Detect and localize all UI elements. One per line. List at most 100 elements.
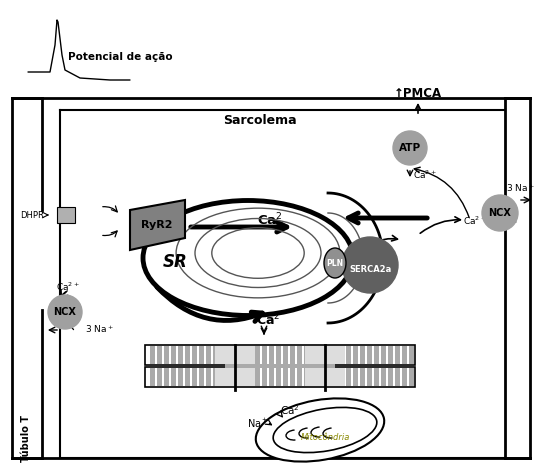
Bar xyxy=(276,368,281,386)
Bar xyxy=(332,346,337,364)
Bar xyxy=(178,368,183,386)
Bar xyxy=(150,368,155,386)
Bar xyxy=(225,364,335,368)
Bar xyxy=(241,346,246,364)
Text: DHPR: DHPR xyxy=(20,210,44,219)
Bar xyxy=(395,346,400,364)
Bar xyxy=(360,346,365,364)
Bar xyxy=(234,368,239,386)
Bar xyxy=(213,368,218,386)
Bar xyxy=(248,346,253,364)
Text: RyR2: RyR2 xyxy=(141,220,173,230)
Bar xyxy=(178,346,183,364)
Bar xyxy=(353,368,358,386)
Ellipse shape xyxy=(256,398,384,462)
Bar xyxy=(367,346,372,364)
Bar xyxy=(215,368,255,386)
Bar xyxy=(339,368,344,386)
Bar xyxy=(192,368,197,386)
Bar xyxy=(367,368,372,386)
Text: SERCA2a: SERCA2a xyxy=(349,265,391,274)
Bar xyxy=(318,368,323,386)
Bar xyxy=(276,346,281,364)
Bar xyxy=(185,368,190,386)
Bar xyxy=(164,368,169,386)
Bar xyxy=(164,346,169,364)
Bar xyxy=(297,368,302,386)
Text: NCX: NCX xyxy=(54,307,76,317)
Bar xyxy=(192,346,197,364)
Bar xyxy=(305,368,345,386)
Bar xyxy=(255,346,260,364)
Text: NCX: NCX xyxy=(489,208,511,218)
Bar xyxy=(199,346,204,364)
Text: Ca$^{2+}$: Ca$^{2+}$ xyxy=(282,421,308,435)
Circle shape xyxy=(342,237,398,293)
Bar xyxy=(157,346,162,364)
Text: Túbulo T: Túbulo T xyxy=(21,414,31,462)
Text: Ca$^{2+}$: Ca$^{2+}$ xyxy=(56,281,80,293)
Bar xyxy=(185,346,190,364)
Bar xyxy=(262,368,267,386)
Bar xyxy=(199,368,204,386)
Text: Na$^+$: Na$^+$ xyxy=(247,417,269,429)
Bar xyxy=(304,368,309,386)
Bar xyxy=(339,346,344,364)
Bar xyxy=(381,368,386,386)
Bar xyxy=(388,368,393,386)
Bar xyxy=(325,346,330,364)
Bar xyxy=(311,346,316,364)
Bar xyxy=(171,368,176,386)
Bar xyxy=(215,346,255,364)
Bar xyxy=(206,346,211,364)
Bar xyxy=(332,368,337,386)
Bar xyxy=(318,346,323,364)
Bar xyxy=(305,346,345,364)
Text: Potencial de ação: Potencial de ação xyxy=(68,52,173,62)
Bar xyxy=(409,346,414,364)
Bar xyxy=(145,367,415,387)
Bar xyxy=(248,368,253,386)
Bar xyxy=(157,368,162,386)
Bar xyxy=(409,368,414,386)
Bar xyxy=(262,346,267,364)
Bar xyxy=(213,346,218,364)
Text: 3 Na$^+$: 3 Na$^+$ xyxy=(85,323,114,335)
Bar xyxy=(374,346,379,364)
Bar xyxy=(290,368,295,386)
Bar xyxy=(283,368,288,386)
Bar xyxy=(227,346,232,364)
Ellipse shape xyxy=(324,248,346,278)
Bar xyxy=(206,368,211,386)
Polygon shape xyxy=(130,200,185,250)
Bar xyxy=(227,368,232,386)
Circle shape xyxy=(393,131,427,165)
Bar xyxy=(325,368,330,386)
FancyBboxPatch shape xyxy=(57,207,75,223)
Bar xyxy=(311,368,316,386)
Text: 3 Na$^+$: 3 Na$^+$ xyxy=(506,182,535,194)
Text: Ca$^{2+}$: Ca$^{2+}$ xyxy=(413,169,437,181)
Text: Ca$^2$: Ca$^2$ xyxy=(257,212,283,228)
Bar xyxy=(234,346,239,364)
Text: PLN: PLN xyxy=(326,258,344,267)
Bar xyxy=(360,368,365,386)
Bar xyxy=(269,368,274,386)
Bar xyxy=(395,368,400,386)
Bar xyxy=(304,346,309,364)
Bar xyxy=(220,368,225,386)
Text: Mitocôndria: Mitocôndria xyxy=(300,434,349,443)
Bar xyxy=(290,346,295,364)
Text: Sarcolema: Sarcolema xyxy=(223,113,297,127)
Bar xyxy=(241,368,246,386)
Bar xyxy=(346,346,351,364)
Bar xyxy=(388,346,393,364)
Bar xyxy=(346,368,351,386)
Bar xyxy=(381,346,386,364)
Circle shape xyxy=(482,195,518,231)
Bar xyxy=(297,346,302,364)
Text: ↑PMCA: ↑PMCA xyxy=(394,86,442,100)
Bar xyxy=(353,346,358,364)
Bar xyxy=(171,346,176,364)
Bar xyxy=(402,368,407,386)
